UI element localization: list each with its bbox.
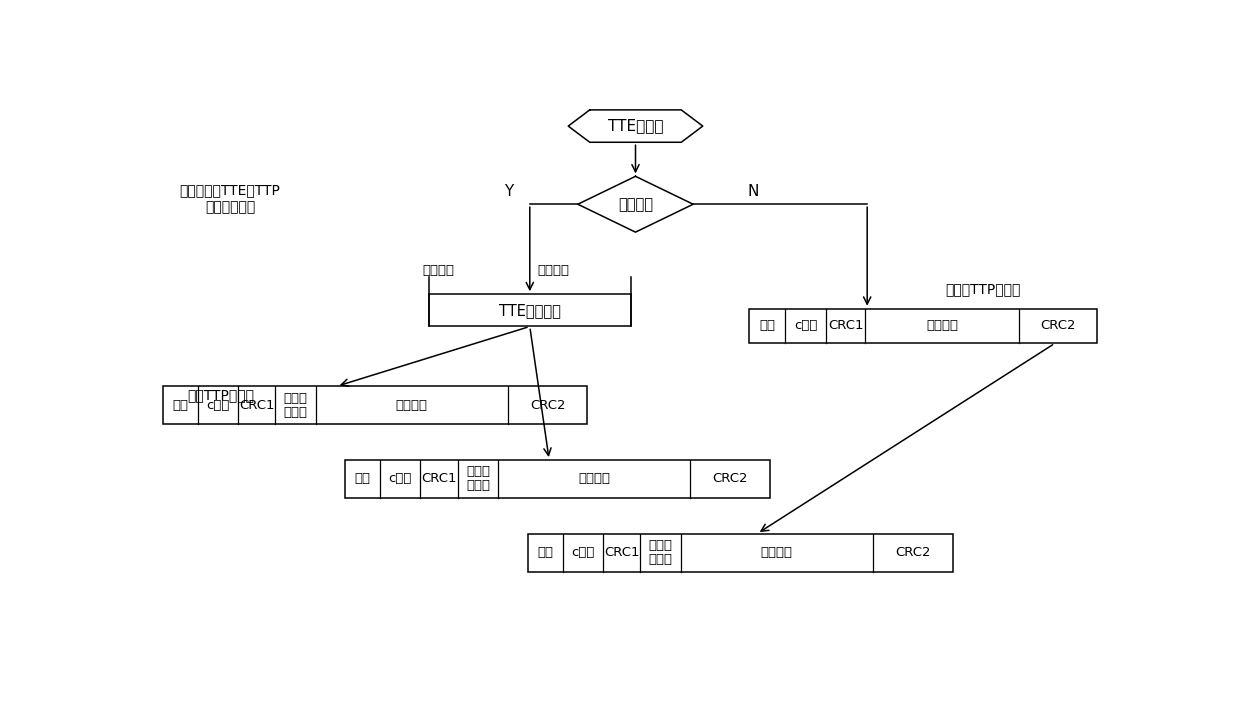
Text: 分片断点: 分片断点 — [538, 264, 570, 277]
Text: 通信信息致TTE到TTP
协议转化示意: 通信信息致TTE到TTP 协议转化示意 — [180, 183, 280, 214]
Text: TTE消息流: TTE消息流 — [608, 119, 663, 133]
Text: CRC1: CRC1 — [604, 546, 640, 559]
Bar — [345, 460, 770, 498]
Text: TTE应用消息: TTE应用消息 — [498, 303, 560, 318]
Text: 拆分判据: 拆分判据 — [618, 196, 653, 212]
Text: 帧头: 帧头 — [537, 546, 553, 559]
Text: 帧头: 帧头 — [759, 320, 775, 333]
Bar — [429, 294, 631, 326]
Text: CRC1: CRC1 — [828, 320, 864, 333]
Polygon shape — [568, 110, 703, 142]
Bar — [749, 309, 1096, 343]
Polygon shape — [578, 176, 693, 232]
Text: CRC2: CRC2 — [1040, 320, 1075, 333]
Text: 协议转
化信息: 协议转 化信息 — [466, 465, 490, 492]
Text: c状态: c状态 — [795, 320, 817, 333]
Text: CRC2: CRC2 — [895, 546, 930, 559]
Text: CRC2: CRC2 — [712, 473, 748, 486]
Text: 应用消息: 应用消息 — [396, 399, 428, 412]
Text: N: N — [746, 184, 759, 199]
Text: c状态: c状态 — [388, 473, 412, 486]
Text: c状态: c状态 — [206, 399, 229, 412]
Text: Y: Y — [503, 184, 513, 199]
Bar — [162, 386, 588, 424]
Text: 帧头: 帧头 — [172, 399, 188, 412]
Text: CRC2: CRC2 — [529, 399, 565, 412]
Text: 应用消息: 应用消息 — [761, 546, 792, 559]
Text: CRC1: CRC1 — [422, 473, 456, 486]
Text: 拆分TTP数据帧: 拆分TTP数据帧 — [187, 388, 254, 402]
Text: CRC1: CRC1 — [239, 399, 274, 412]
Text: c状态: c状态 — [572, 546, 594, 559]
Text: 无拆分TTP数据帧: 无拆分TTP数据帧 — [946, 282, 1021, 296]
Bar — [528, 534, 952, 571]
Text: 帧头: 帧头 — [355, 473, 371, 486]
Text: 分片断点: 分片断点 — [423, 264, 455, 277]
Text: 协议转
化信息: 协议转 化信息 — [649, 539, 672, 566]
Text: 应用消息: 应用消息 — [926, 320, 959, 333]
Text: 协议转
化信息: 协议转 化信息 — [284, 392, 308, 419]
Text: 应用消息: 应用消息 — [578, 473, 610, 486]
